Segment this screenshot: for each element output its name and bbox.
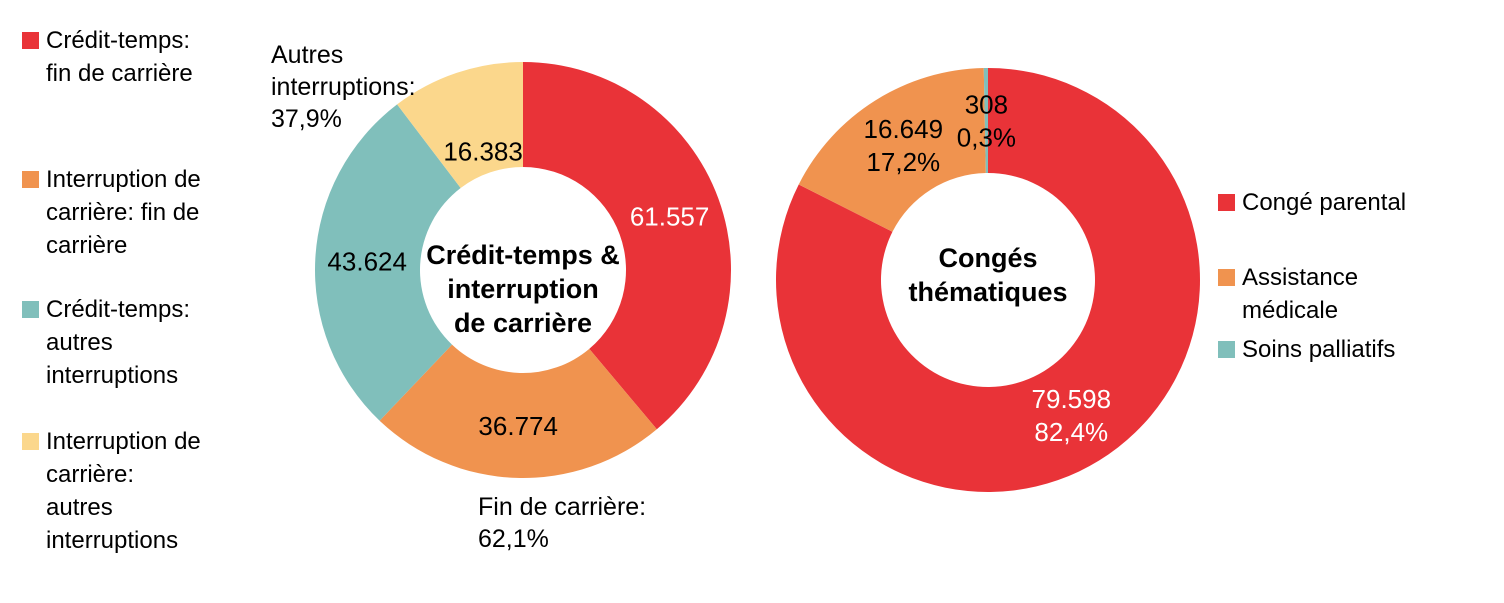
slice-credit-temps-fin-de-carriere (523, 61, 732, 430)
annotation-fin-de-carriere: Fin de carrière: 62,1% (478, 493, 647, 553)
legend-label-credit-temps-autres-interruptions: Crédit-temps: autres interruptions (46, 296, 191, 389)
right-donut-title: Congés thématiques (908, 243, 1068, 307)
legend-swatch-credit-temps-fin-de-carriere (22, 32, 39, 49)
legend-label-interruption-de-carriere-autres-interruptions: Interruption de carrière: autres interru… (46, 428, 201, 554)
legend-swatch-interruption-de-carriere-fin-de-carriere (22, 171, 39, 188)
legend-item-credit-temps-autres-interruptions: Crédit-temps: autres interruptions (22, 293, 237, 392)
legend-label-interruption-de-carriere-fin-de-carriere: Interruption de carrière: fin de carrièr… (46, 166, 201, 259)
slice-conge-parental (775, 68, 1200, 492)
left-donut-title: Crédit-temps & interruption de carrière (426, 240, 620, 338)
legend-item-interruption-de-carriere-fin-de-carriere: Interruption de carrière: fin de carrièr… (22, 163, 237, 262)
legend-item-assistance-medicale: Assistance médicale (1218, 261, 1478, 327)
legend-swatch-conge-parental (1218, 194, 1235, 211)
slice-label-assistance-medicale: 16.649 17,2% (864, 114, 944, 177)
legend-swatch-credit-temps-autres-interruptions (22, 301, 39, 318)
legend-label-conge-parental: Congé parental (1242, 189, 1407, 216)
slice-interruption-de-carriere-autres-interruptions (397, 61, 523, 189)
legend-label-soins-palliatifs: Soins palliatifs (1242, 336, 1396, 363)
slice-label-soins-palliatifs: 308 0,3% (957, 90, 1016, 153)
legend-item-credit-temps-fin-de-carriere: Crédit-temps: fin de carrière (22, 24, 237, 90)
legend-item-interruption-de-carriere-autres-interruptions: Interruption de carrière: autres interru… (22, 425, 237, 557)
slice-credit-temps-autres-interruptions (315, 104, 461, 421)
slice-label-conge-parental: 79.598 82,4% (1032, 384, 1112, 447)
slice-label-interruption-de-carriere-fin-de-carriere: 36.774 (478, 411, 558, 441)
slice-assistance-medicale (798, 68, 986, 232)
slice-label-credit-temps-autres-interruptions: 43.624 (327, 246, 407, 276)
slice-interruption-de-carriere-fin-de-carriere (379, 344, 657, 478)
legend-swatch-assistance-medicale (1218, 269, 1235, 286)
legend-swatch-soins-palliatifs (1218, 341, 1235, 358)
annotation-autres-interruptions: Autres interruptions: 37,9% (271, 41, 416, 133)
slice-label-interruption-de-carriere-autres-interruptions: 16.383 (443, 137, 523, 167)
legend-label-assistance-medicale: Assistance médicale (1242, 264, 1359, 324)
legend-item-soins-palliatifs: Soins palliatifs (1218, 333, 1478, 366)
legend-label-credit-temps-fin-de-carriere: Crédit-temps: fin de carrière (46, 27, 193, 87)
legend-swatch-interruption-de-carriere-autres-interruptions (22, 433, 39, 450)
slice-label-credit-temps-fin-de-carriere: 61.557 (630, 202, 710, 232)
legend-item-conge-parental: Congé parental (1218, 186, 1478, 219)
slice-soins-palliatifs (983, 67, 988, 174)
